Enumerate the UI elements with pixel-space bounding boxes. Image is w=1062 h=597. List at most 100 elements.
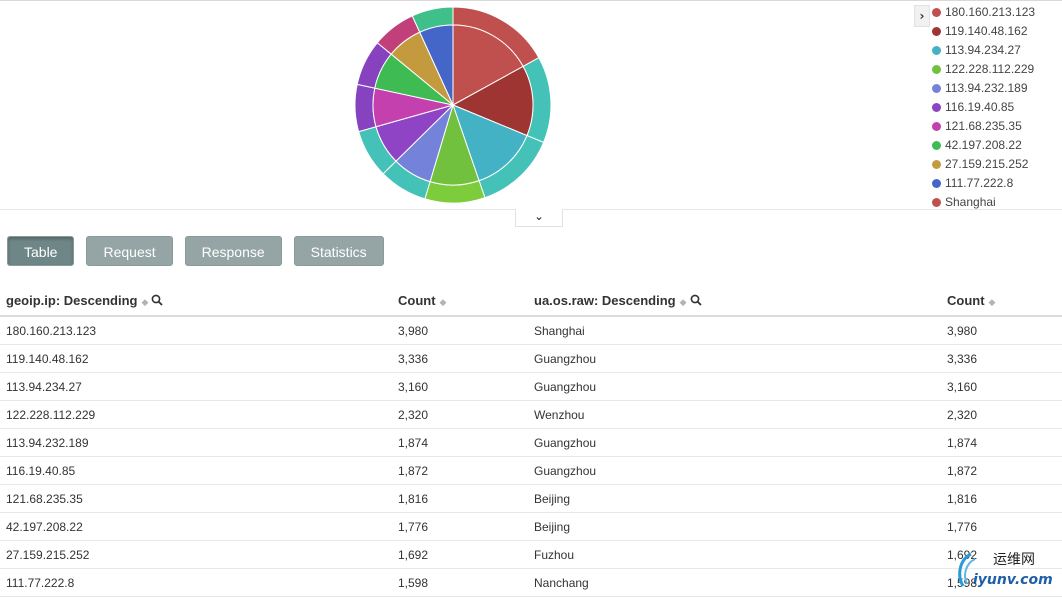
tab-response[interactable]: Response (184, 236, 282, 266)
legend-label: Shanghai (945, 195, 996, 209)
cell-count: 3,980 (947, 324, 978, 338)
table-row: 27.159.215.252 1,692 Fuzhou 1,692 (0, 541, 1062, 569)
cell-os: Guangzhou (534, 464, 597, 478)
tab-request[interactable]: Request (86, 236, 173, 266)
cell-os: Guangzhou (534, 352, 597, 366)
legend-color-dot (932, 46, 941, 55)
pie-slice-inner[interactable] (452, 24, 524, 106)
legend-label: 180.160.213.123 (945, 5, 1036, 19)
column-header-label: Count (947, 293, 985, 308)
table-row: 113.94.234.27 3,160 Guangzhou 3,160 (0, 373, 1062, 401)
legend-item[interactable]: 111.77.222.8 (932, 174, 1035, 193)
table-row: 121.68.235.35 1,816 Beijing 1,816 (0, 485, 1062, 513)
cell-count: 1,816 (947, 492, 978, 506)
cell-count: 1,872 (398, 464, 429, 478)
cell-count: 3,336 (398, 352, 429, 366)
legend-item[interactable]: 122.228.112.229 (932, 60, 1035, 79)
table-header: geoip.ip: Descending ◆ Count ◆ ua.os.raw: … (0, 286, 1062, 317)
tab-bar: Table Request Response Statistics (7, 236, 396, 266)
watermark-logo: 运维网 iyunv.com (958, 552, 1053, 588)
legend-color-dot (932, 179, 941, 188)
cell-ip: 122.228.112.229 (6, 408, 96, 422)
legend-label: 27.159.215.252 (945, 157, 1029, 171)
column-header-label: Count (398, 293, 436, 308)
table-row: 116.19.40.85 1,872 Guangzhou 1,872 (0, 457, 1062, 485)
cell-ip: 119.140.48.162 (6, 352, 89, 366)
legend-item[interactable]: 180.160.213.123 (932, 3, 1035, 22)
legend-item[interactable]: Shanghai (932, 193, 1035, 212)
cell-ip: 116.19.40.85 (6, 464, 76, 478)
sort-icon[interactable]: ◆ (679, 298, 687, 308)
data-table: geoip.ip: Descending ◆ Count ◆ ua.os.raw: … (0, 286, 1062, 597)
legend-color-dot (932, 122, 941, 131)
legend-label: 113.94.232.189 (945, 81, 1028, 95)
legend-item[interactable]: 113.94.232.189 (932, 79, 1035, 98)
legend-item[interactable]: 119.140.48.162 (932, 22, 1035, 41)
cell-os: Shanghai (534, 324, 585, 338)
cell-count: 1,874 (947, 436, 978, 450)
search-icon[interactable] (151, 294, 164, 306)
chevron-right-icon[interactable]: › (914, 5, 930, 27)
table-body: 180.160.213.123 3,980 Shanghai 3,980 119.140… (0, 317, 1062, 597)
cell-ip: 111.77.222.8 (6, 576, 75, 590)
cell-count: 1,776 (398, 520, 429, 534)
cell-ip: 121.68.235.35 (6, 492, 83, 506)
legend-color-dot (932, 103, 941, 112)
legend-label: 121.68.235.35 (945, 119, 1022, 133)
table-row: 122.228.112.229 2,320 Wenzhou 2,320 (0, 401, 1062, 429)
cell-count: 1,598 (398, 576, 429, 590)
legend-label: 119.140.48.162 (945, 24, 1028, 38)
legend-item[interactable]: 42.197.208.22 (932, 136, 1035, 155)
cell-count: 1,872 (947, 464, 978, 478)
cell-count: 1,776 (947, 520, 978, 534)
cell-ip: 27.159.215.252 (6, 548, 90, 562)
sort-icon[interactable]: ◆ (988, 298, 996, 308)
legend-color-dot (932, 141, 941, 150)
legend-item[interactable]: 113.94.234.27 (932, 41, 1035, 60)
legend-item[interactable]: 121.68.235.35 (932, 117, 1035, 136)
legend-label: 111.77.222.8 (945, 176, 1014, 190)
legend-label: 42.197.208.22 (945, 138, 1022, 152)
column-header-count[interactable]: Count ◆ (947, 286, 995, 318)
cell-count: 3,336 (947, 352, 978, 366)
column-header-os[interactable]: ua.os.raw: Descending ◆ (534, 286, 702, 318)
cell-count: 1,874 (398, 436, 429, 450)
column-header-label: ua.os.raw: Descending (534, 293, 676, 308)
search-icon[interactable] (690, 294, 702, 306)
legend-label: 113.94.234.27 (945, 43, 1021, 57)
table-row: 111.77.222.8 1,598 Nanchang 1,598 (0, 569, 1062, 597)
cell-count: 2,320 (947, 408, 978, 422)
legend-item[interactable]: 27.159.215.252 (932, 155, 1035, 174)
svg-text:iyunv.com: iyunv.com (973, 572, 1053, 588)
cell-count: 3,980 (398, 324, 429, 338)
legend-color-dot (932, 160, 941, 169)
cell-ip: 113.94.234.27 (6, 380, 82, 394)
legend-label: 116.19.40.85 (945, 100, 1015, 114)
cell-ip: 113.94.232.189 (6, 436, 89, 450)
chevron-down-icon[interactable]: ⌄ (515, 209, 563, 227)
pie-slice-inner[interactable] (451, 65, 534, 137)
column-header-label: geoip.ip: Descending (6, 293, 138, 308)
cell-os: Wenzhou (534, 408, 585, 422)
cell-count: 1,692 (398, 548, 429, 562)
table-row: 42.197.208.22 1,776 Beijing 1,776 (0, 513, 1062, 541)
column-header-geoip[interactable]: geoip.ip: Descending ◆ (6, 286, 164, 318)
legend-label: 122.228.112.229 (945, 62, 1035, 76)
sort-icon[interactable]: ◆ (439, 298, 447, 308)
pie-slice-inner[interactable] (452, 104, 528, 182)
sort-icon[interactable]: ◆ (141, 298, 149, 308)
legend: 180.160.213.123 119.140.48.162 113.94.234.… (932, 3, 1035, 212)
tab-statistics[interactable]: Statistics (293, 236, 384, 266)
legend-color-dot (932, 84, 941, 93)
legend-color-dot (932, 198, 941, 207)
column-header-count[interactable]: Count ◆ (398, 286, 446, 318)
legend-item[interactable]: 116.19.40.85 (932, 98, 1035, 117)
table-row: 113.94.232.189 1,874 Guangzhou 1,874 (0, 429, 1062, 457)
cell-os: Beijing (534, 520, 571, 534)
cell-count: 2,320 (398, 408, 429, 422)
legend-color-dot (932, 27, 941, 36)
tab-table[interactable]: Table (7, 236, 75, 266)
legend-color-dot (932, 65, 941, 74)
cell-os: Guangzhou (534, 380, 597, 394)
pie-slice-inner[interactable] (419, 24, 454, 106)
